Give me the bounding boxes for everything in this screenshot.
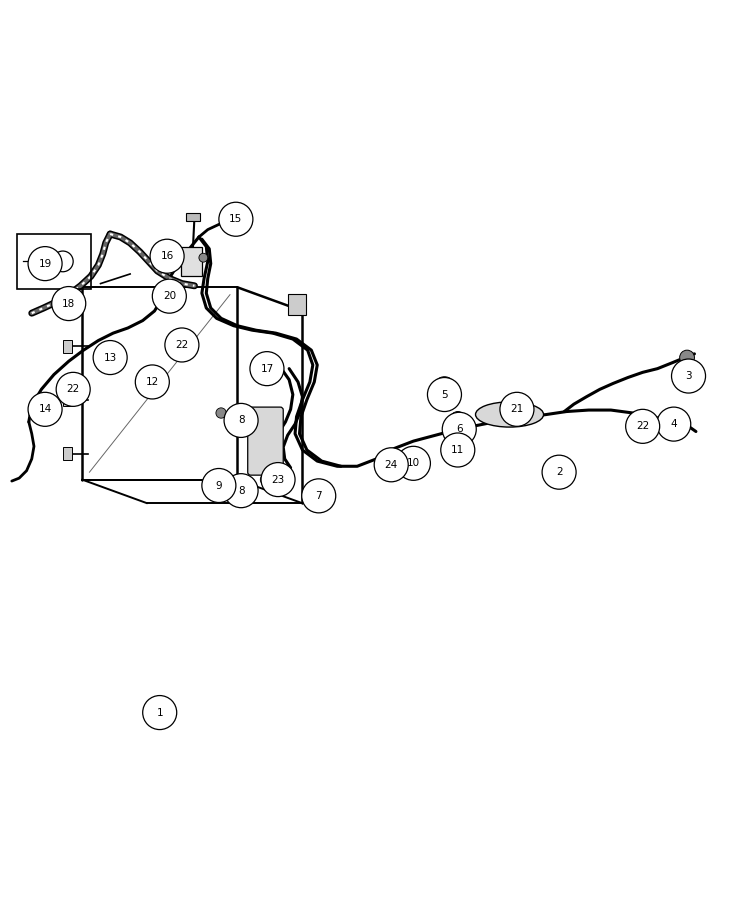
Circle shape — [224, 403, 258, 437]
Bar — [17, 234, 91, 289]
Circle shape — [202, 469, 236, 502]
Text: 17: 17 — [260, 364, 273, 374]
Circle shape — [441, 433, 475, 467]
Bar — [181, 247, 202, 276]
Circle shape — [542, 455, 576, 490]
Text: 23: 23 — [271, 474, 285, 484]
Text: 19: 19 — [39, 258, 52, 268]
Text: 3: 3 — [685, 371, 692, 381]
Circle shape — [93, 340, 127, 374]
Circle shape — [442, 412, 476, 446]
Circle shape — [143, 696, 176, 730]
Circle shape — [216, 408, 226, 418]
Bar — [63, 393, 72, 407]
Text: 16: 16 — [161, 251, 173, 261]
Circle shape — [451, 411, 465, 427]
Circle shape — [219, 202, 253, 237]
Circle shape — [250, 352, 284, 386]
Text: 10: 10 — [407, 458, 420, 468]
Text: 11: 11 — [451, 445, 465, 455]
Text: 18: 18 — [62, 299, 76, 309]
Text: 13: 13 — [104, 353, 117, 363]
Circle shape — [671, 359, 705, 393]
Text: 22: 22 — [176, 340, 188, 350]
Circle shape — [241, 484, 251, 494]
Text: 8: 8 — [238, 416, 245, 426]
Text: 2: 2 — [556, 467, 562, 477]
Circle shape — [165, 328, 199, 362]
Text: 22: 22 — [67, 384, 80, 394]
Text: 20: 20 — [163, 292, 176, 302]
Text: 8: 8 — [238, 486, 245, 496]
Text: 4: 4 — [671, 419, 677, 429]
Bar — [172, 332, 185, 343]
Circle shape — [153, 279, 186, 313]
Circle shape — [302, 479, 336, 513]
Bar — [62, 377, 76, 387]
Text: 9: 9 — [216, 481, 222, 491]
Ellipse shape — [476, 402, 544, 428]
Circle shape — [52, 286, 86, 320]
Circle shape — [374, 448, 408, 482]
Circle shape — [657, 407, 691, 441]
Text: 15: 15 — [229, 214, 242, 224]
Bar — [185, 213, 200, 220]
Circle shape — [625, 410, 659, 444]
Circle shape — [150, 239, 184, 274]
Text: 5: 5 — [441, 390, 448, 400]
Circle shape — [56, 373, 90, 407]
Text: 1: 1 — [156, 707, 163, 717]
Bar — [63, 447, 72, 461]
Circle shape — [224, 473, 258, 508]
Text: 21: 21 — [511, 404, 524, 414]
Circle shape — [396, 446, 431, 481]
Text: 12: 12 — [146, 377, 159, 387]
Circle shape — [679, 350, 694, 365]
Circle shape — [136, 364, 170, 399]
Circle shape — [428, 377, 462, 411]
FancyBboxPatch shape — [247, 407, 283, 475]
Text: 24: 24 — [385, 460, 398, 470]
Text: 6: 6 — [456, 424, 462, 435]
Text: 22: 22 — [636, 421, 649, 431]
Bar — [288, 294, 306, 315]
Text: 7: 7 — [316, 491, 322, 501]
Circle shape — [28, 247, 62, 281]
Bar — [63, 340, 72, 353]
Circle shape — [28, 392, 62, 427]
Circle shape — [500, 392, 534, 427]
Circle shape — [668, 418, 682, 434]
Circle shape — [260, 474, 270, 485]
Circle shape — [199, 253, 207, 262]
Circle shape — [407, 449, 416, 458]
Circle shape — [434, 377, 455, 398]
Circle shape — [261, 463, 295, 497]
Text: 14: 14 — [39, 404, 52, 414]
Bar — [631, 414, 645, 424]
